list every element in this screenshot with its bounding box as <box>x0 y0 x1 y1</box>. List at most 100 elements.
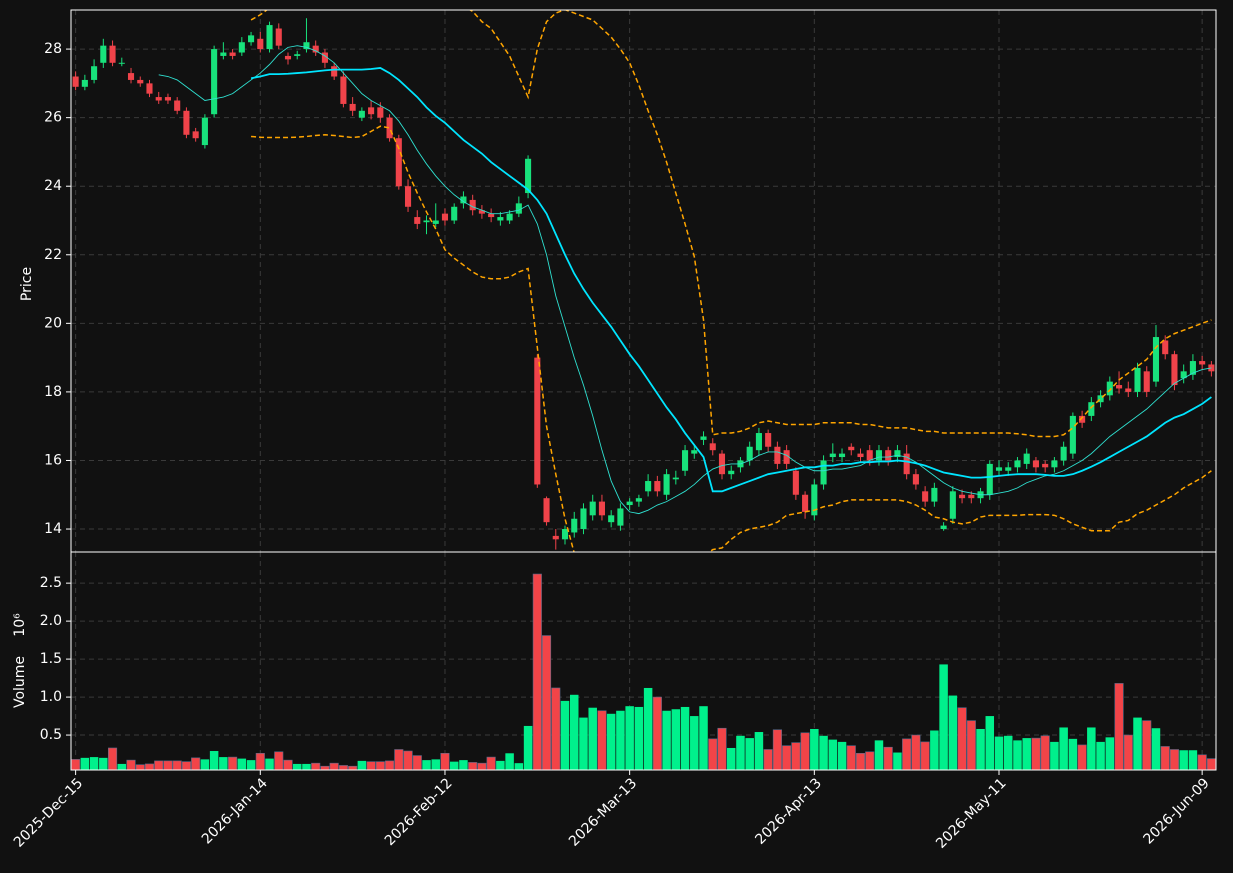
candle-body <box>340 76 347 104</box>
candle-body <box>894 450 901 458</box>
candle-body <box>478 210 485 214</box>
volume-bar <box>431 759 440 770</box>
volume-bar <box>745 738 754 770</box>
candle-body <box>1189 361 1196 375</box>
volume-bar <box>1151 728 1161 770</box>
candle-body <box>109 45 116 63</box>
volume-bar <box>89 757 99 770</box>
candle-body <box>377 107 384 118</box>
volume-bar <box>1179 750 1188 770</box>
candle-body <box>866 450 873 461</box>
volume-bar <box>810 728 819 770</box>
volume-bar <box>265 758 274 770</box>
volume-bar <box>541 635 552 771</box>
volume-bar <box>163 760 173 771</box>
candle-body <box>635 498 642 502</box>
candle-body <box>608 515 615 523</box>
y-tick-label: 24 <box>44 178 62 194</box>
candle-body <box>1042 463 1049 468</box>
candle-body <box>949 491 956 519</box>
volume-bar <box>560 700 570 770</box>
y-tick-label: 2.5 <box>40 575 62 591</box>
volume-bar <box>1022 738 1031 770</box>
volume-bar <box>893 752 902 770</box>
candle-body <box>451 206 458 221</box>
volume-bar <box>939 664 948 770</box>
candle-body <box>1199 361 1206 365</box>
volume-bar <box>1133 717 1142 770</box>
volume-bar <box>191 757 201 771</box>
volume-bar <box>597 710 607 771</box>
price-axis-label: Price <box>19 267 35 301</box>
candle-body <box>358 110 365 118</box>
candle-body <box>497 217 504 221</box>
volume-bar <box>366 761 376 771</box>
volume-bar <box>348 765 358 771</box>
candle-body <box>275 28 282 46</box>
candle-body <box>1143 371 1150 392</box>
price-panel <box>72 10 1215 552</box>
candle-body <box>1106 381 1113 396</box>
volume-bar <box>1087 727 1096 770</box>
candle-body <box>386 117 393 139</box>
volume-axis-multiplier: 10⁶ <box>12 613 28 637</box>
candle-body <box>266 25 273 50</box>
candle-body <box>718 453 726 475</box>
candle-body <box>774 446 781 464</box>
volume-bar <box>219 757 228 770</box>
candle-body <box>589 501 596 516</box>
candle-body <box>912 474 919 485</box>
candle-body <box>81 79 88 87</box>
candle-body <box>1060 446 1067 461</box>
grid <box>71 10 1216 770</box>
volume-bar <box>726 747 736 770</box>
candle-body <box>303 42 310 50</box>
candle-body <box>506 213 513 221</box>
candle-body <box>802 494 809 512</box>
candle-body <box>728 470 735 475</box>
volume-bar <box>569 694 579 770</box>
candle-body <box>238 42 245 53</box>
candle-body <box>1134 367 1141 392</box>
volume-bar <box>292 763 302 770</box>
candle-body <box>192 131 199 139</box>
volume-bar <box>994 736 1004 770</box>
candle-body <box>432 220 439 224</box>
volume-bar <box>80 757 90 770</box>
volume-bar <box>181 761 191 771</box>
candle-body <box>792 470 799 495</box>
candle-body <box>931 487 938 502</box>
candle-body <box>164 97 172 101</box>
volume-bar <box>708 738 718 771</box>
volume-bar <box>375 761 385 771</box>
volume-bar <box>652 696 662 771</box>
candle-body <box>294 54 301 56</box>
candle-body <box>829 453 836 458</box>
volume-bar <box>394 749 404 771</box>
candle-body <box>765 433 772 447</box>
volume-bar <box>717 727 727 771</box>
candle-body <box>598 501 605 516</box>
candle-body <box>248 35 255 43</box>
candle-body <box>349 103 356 111</box>
candle-body <box>183 110 190 135</box>
volume-bar <box>523 725 533 770</box>
volume-bar <box>228 756 238 771</box>
candle-body <box>72 76 79 87</box>
candle-body <box>534 357 541 485</box>
volume-bar <box>800 732 810 771</box>
candle-body <box>820 460 827 485</box>
candle-body <box>331 66 338 77</box>
volume-bar <box>283 759 293 771</box>
volume-bar <box>920 741 930 771</box>
candle-body <box>1152 337 1160 382</box>
volume-bar <box>329 762 339 771</box>
volume-bar <box>551 687 561 771</box>
candle-body <box>1088 402 1095 416</box>
volume-bar <box>302 763 311 770</box>
volume-bar <box>154 760 164 771</box>
volume-bar <box>855 752 866 771</box>
y-tick-label: 22 <box>44 247 62 263</box>
volume-bar <box>616 710 625 770</box>
